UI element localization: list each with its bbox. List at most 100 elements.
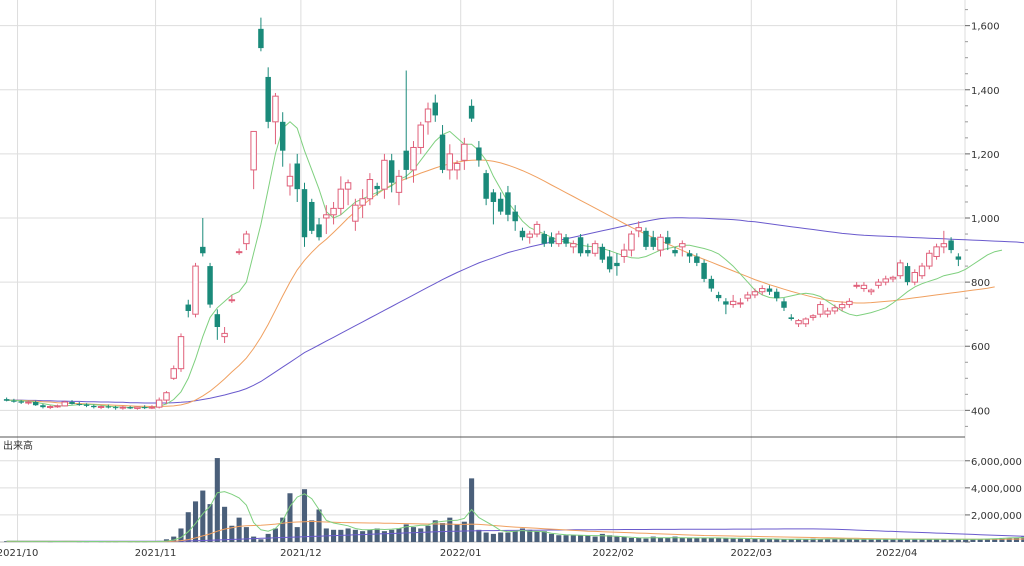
volume-bar [941,539,947,542]
candle-body-up [911,272,919,283]
candle-body-up [838,304,846,309]
candle-body-up [679,243,686,248]
volume-bar [861,539,867,542]
candle-body-down [374,185,380,190]
candle-body-up [620,249,628,257]
volume-bar [846,539,852,542]
month-label: 2021/10 [0,548,38,559]
candle-body-up [860,284,868,290]
candle-body-up [381,159,388,190]
volume-bar [970,539,976,542]
volume-bar [839,537,845,542]
volume-tick-label: 2,000,000 [971,511,1022,522]
volume-bar [490,533,496,542]
volume-bar [963,539,969,542]
candle-body-up [926,252,933,267]
volume-bar [570,535,576,542]
volume-bar [258,539,264,542]
candle-body-down [708,278,715,289]
volume-bar [919,539,925,542]
volume-bar [803,539,809,542]
volume-bar [708,537,714,542]
volume-bar [737,538,743,542]
candle-body-down [91,405,97,408]
candle-body-up [395,175,403,193]
candle-body-down [948,240,954,251]
volume-bar [621,536,627,542]
candle-body-up [751,291,759,296]
candle-body-down [563,237,569,244]
volume-bar [309,520,315,542]
candle-body-down [701,262,707,279]
candle-body-up [744,294,751,299]
candle-body-down [766,288,773,292]
candle-body-down [403,150,409,170]
volume-bar [178,528,184,542]
candle-body-up [867,289,875,293]
volume-bar [374,528,380,542]
volume-bar [607,535,613,542]
candle-body-up [170,368,177,379]
candle-body-up [933,246,940,257]
candle-body-up [134,406,141,409]
candle-body-down [69,402,75,404]
volume-bar [992,539,998,542]
candle-body-up [853,284,860,287]
volume-bar [657,537,664,542]
volume-bar [338,529,344,542]
candle-body-down [11,400,17,402]
volume-bar [679,537,685,542]
volume-bar [868,539,874,542]
candle-body-down [519,230,526,238]
candle-body-down [585,250,591,254]
candle-body-up [817,304,824,315]
volume-bar [977,539,983,542]
candle-body-down [955,256,962,260]
volume-bar [759,538,765,542]
volume-bar [287,493,293,542]
candle-body-up [795,320,802,325]
candle-body-down [388,160,395,183]
candle-body-down [672,250,678,254]
candle-body-up [410,146,417,171]
volume-bar [236,517,242,542]
volume-bar [890,539,896,542]
candle-body-up [846,300,853,306]
candle-body-down [83,404,90,406]
volume-bar [817,539,823,542]
volume-bar [512,531,518,542]
volume-bar [795,539,802,542]
volume-bar [825,539,831,542]
volume-bar [883,539,889,542]
candle-body-up [366,179,374,200]
candle-body-down [76,403,83,405]
volume-bar [367,529,373,542]
candle-body-up [461,143,468,161]
candle-body-down [541,234,547,244]
candle-body-down [686,253,693,257]
volume-title: 出来高 [3,439,33,452]
volume-bar [527,529,533,542]
volume-bar [926,539,932,542]
volume-bar [614,536,620,542]
candle-body-down [643,230,649,247]
candle-body-up [25,401,32,404]
candle-body-up [46,406,54,409]
candle-body-up [940,243,948,248]
candle-body-up [918,265,926,277]
candle-body-down [40,405,46,408]
candle-body-down [185,304,191,311]
volume-bar [541,531,547,542]
price-tick-label: 600 [971,342,990,353]
price-tick-label: 1,200 [971,150,1000,161]
candle-body-down [505,192,511,215]
price-tick-label: 1,000 [971,214,1000,225]
candle-body-down [468,105,475,119]
volume-tick-label: 4,000,000 [971,484,1022,495]
month-label: 2021/11 [135,548,177,559]
candle-body-up [337,188,345,209]
candle-body-up [758,288,766,293]
candle-body-down [665,237,671,244]
volume-bar [505,532,511,542]
candle-body-up [453,163,461,171]
